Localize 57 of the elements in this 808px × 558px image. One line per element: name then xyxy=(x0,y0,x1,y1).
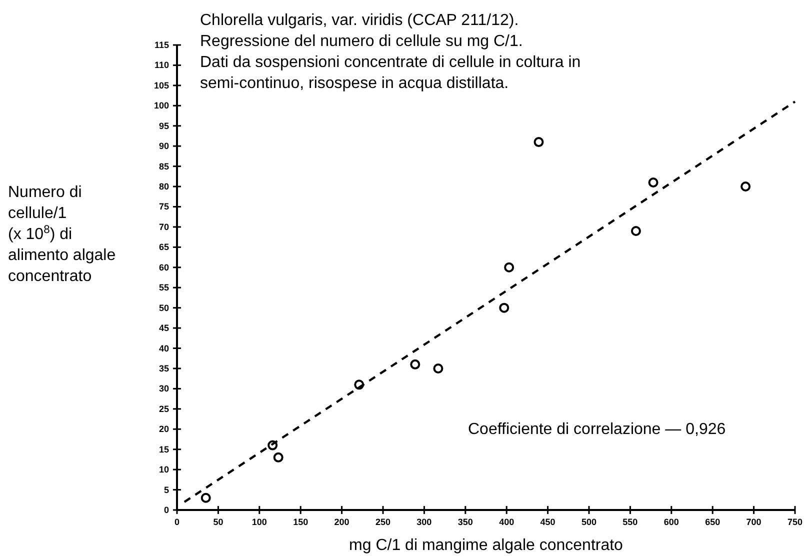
x-tick-label: 650 xyxy=(705,517,720,527)
x-axis-title: mg C/1 di mangime algale concentrato xyxy=(349,537,624,554)
y-tick-label: 105 xyxy=(154,80,169,90)
point xyxy=(534,137,544,148)
y-tick-label: 45 xyxy=(158,323,169,334)
point xyxy=(504,262,514,272)
x-tick-label: 300 xyxy=(416,517,432,527)
text: Regressione del numero di cellule su mg C/1. Dati da sospensioni concentrate di cellule in coltura in semi-continuo, risospese in acqua distillata. xyxy=(200,33,581,92)
y-tick-label: 70 xyxy=(158,222,169,232)
point xyxy=(273,452,284,462)
y-tick-label: 110 xyxy=(154,60,169,70)
x-tick-label: 450 xyxy=(540,517,556,527)
y-tick-label: 15 xyxy=(158,444,169,454)
y-tick-label: 60 xyxy=(158,262,169,272)
x-tick-label: 200 xyxy=(334,517,350,527)
point xyxy=(354,380,364,390)
x-tick-label: 250 xyxy=(375,517,391,527)
point xyxy=(200,492,211,503)
point xyxy=(268,440,278,450)
y-tick-label: 100 xyxy=(154,100,169,111)
y-tick-label: 95 xyxy=(158,120,169,131)
y-tick-label: 20 xyxy=(158,424,169,434)
y-tick-label: 35 xyxy=(158,363,169,374)
y-tick-label: 0 xyxy=(164,505,169,515)
y-tick-label: 25 xyxy=(158,404,169,414)
x-tick-label: 150 xyxy=(293,517,308,527)
point xyxy=(433,363,444,374)
x-tick-label: 0 xyxy=(174,517,180,527)
x-tick-label: 750 xyxy=(787,517,803,527)
y-tick-label: 85 xyxy=(158,161,169,172)
x-tick-label: 50 xyxy=(213,517,224,527)
y-tick-label: 30 xyxy=(158,384,169,394)
chart-title: Chlorella vulgaris, var. viridis (CCAP 211/12). xyxy=(200,12,519,29)
point xyxy=(499,302,510,313)
y-tick-label: 5 xyxy=(164,484,169,495)
x-tick-label: 700 xyxy=(746,517,762,527)
point xyxy=(648,177,658,188)
y-tick-label: 50 xyxy=(158,302,169,313)
y-tick-label: 10 xyxy=(158,464,169,475)
y-tick-label: 65 xyxy=(158,242,169,252)
annotation: Coefficiente di correlazione — 0,926 xyxy=(468,421,726,438)
y-tick-label: 115 xyxy=(154,40,169,50)
y-tick-label: 90 xyxy=(158,141,169,152)
x-tick-label: 400 xyxy=(499,517,514,527)
y-tick-label: 75 xyxy=(158,202,169,212)
x-tick-label: 350 xyxy=(458,517,473,527)
y-tick-label: 40 xyxy=(158,343,169,354)
x-tick-label: 500 xyxy=(581,517,597,527)
x-tick-label: 550 xyxy=(622,517,638,527)
x-tick-label: 600 xyxy=(664,517,679,527)
point xyxy=(410,359,420,370)
y-tick-label: 80 xyxy=(158,182,169,192)
y-axis-title: Numero di cellule/1 (x 10$^{8}$) di alimento algale concentrato xyxy=(8,184,116,285)
y-tick-label: 55 xyxy=(158,282,169,293)
x-tick-label: 100 xyxy=(252,517,267,527)
point xyxy=(740,182,751,192)
point xyxy=(630,226,641,236)
